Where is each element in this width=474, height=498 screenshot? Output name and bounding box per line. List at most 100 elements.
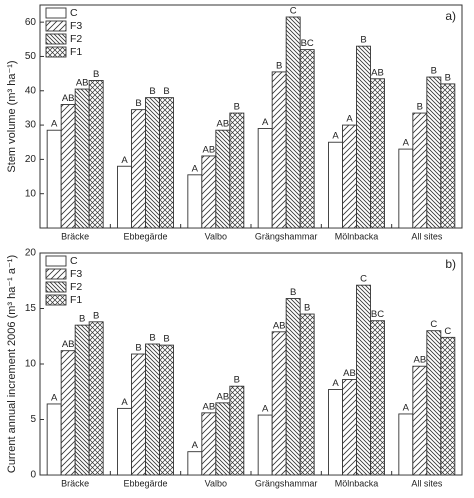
y-tick-label: 15 — [25, 303, 37, 314]
bar-letter: A — [262, 117, 269, 128]
bar — [88, 321, 104, 476]
bar — [46, 129, 62, 229]
bar — [187, 451, 203, 476]
y-tick-label: 10 — [25, 359, 37, 370]
legend-swatch — [45, 20, 67, 32]
x-tick-label: All sites — [411, 231, 443, 241]
bar — [356, 284, 371, 476]
bar — [328, 141, 343, 229]
bar-letter: A — [262, 404, 269, 415]
bar — [229, 112, 245, 229]
panel-label: b) — [445, 257, 456, 271]
y-tick-label: 5 — [30, 414, 36, 425]
bar-letter: AB — [76, 78, 89, 89]
bar — [215, 129, 231, 229]
legend-label: C — [70, 255, 78, 267]
bar-letter: B — [431, 66, 437, 77]
bar-letter: A — [192, 163, 199, 174]
bar-letter: C — [290, 6, 297, 17]
legend-swatch — [45, 33, 67, 45]
y-tick-label: 20 — [25, 248, 37, 259]
bar — [131, 109, 146, 229]
bar — [370, 78, 385, 229]
y-tick-label: 30 — [25, 120, 37, 131]
bar-letter: B — [234, 102, 240, 113]
bar — [145, 97, 160, 229]
x-tick-label: Mölnbacka — [335, 231, 379, 241]
bar-letter: A — [121, 155, 128, 166]
y-tick-label: 40 — [25, 85, 37, 96]
x-tick-label: Bräcke — [61, 478, 89, 488]
bar — [159, 97, 174, 229]
x-tick-label: Valbo — [205, 478, 227, 488]
bar-letter: C — [430, 319, 437, 330]
bar — [271, 331, 287, 476]
bar-letter: A — [51, 392, 58, 403]
bar-letter: AB — [62, 93, 75, 104]
bar — [426, 76, 442, 229]
bar — [440, 83, 456, 229]
bar-letter: A — [403, 402, 410, 413]
bar — [440, 336, 456, 476]
bar-letter: A — [332, 131, 339, 142]
y-tick-label: 0 — [30, 470, 36, 481]
y-tick-label: 10 — [25, 188, 37, 199]
bar — [328, 389, 343, 476]
bar-letter: B — [304, 303, 310, 314]
bar — [201, 412, 217, 476]
legend-label: F3 — [70, 20, 82, 32]
bar — [412, 112, 428, 229]
bar-letter: A — [403, 138, 410, 149]
bar — [117, 407, 132, 476]
y-tick-label: 50 — [25, 51, 37, 62]
bar — [60, 104, 76, 229]
bar-letter: C — [444, 326, 451, 337]
bar — [299, 49, 315, 229]
bar — [299, 313, 315, 476]
bar-letter: AB — [273, 320, 286, 331]
y-axis-label: Stem volume (m³ ha⁻¹) — [6, 60, 18, 172]
bar — [215, 402, 231, 476]
bar-letter: A — [121, 397, 128, 408]
bar-letter: AB — [62, 339, 75, 350]
bar-letter: B — [445, 72, 451, 83]
bar-letter: A — [332, 378, 339, 389]
bar-letter: AB — [216, 391, 229, 402]
bar-letter: B — [276, 60, 282, 71]
bar — [187, 174, 203, 229]
legend-label: F2 — [70, 33, 82, 45]
bar — [342, 124, 357, 229]
bar — [201, 155, 217, 229]
bar-letter: A — [51, 119, 58, 130]
bar-letter: B — [79, 314, 85, 325]
bar — [145, 343, 160, 476]
bar-letter: B — [234, 375, 240, 386]
bar-letter: A — [346, 114, 353, 125]
bar-letter: AB — [343, 368, 356, 379]
bar — [257, 414, 273, 476]
bar-letter: B — [360, 35, 366, 46]
bar — [356, 45, 371, 229]
bar — [229, 385, 245, 476]
bar — [398, 148, 414, 229]
bar-letter: B — [93, 310, 99, 321]
bar-letter: C — [360, 274, 367, 285]
bar — [117, 165, 132, 229]
legend-swatch — [45, 46, 67, 58]
panel-label: a) — [445, 9, 456, 23]
bar — [285, 298, 301, 476]
x-tick-label: All sites — [411, 478, 443, 488]
bar-letter: BC — [301, 38, 314, 49]
bar-letter: B — [135, 98, 141, 109]
bar-letter: B — [149, 333, 155, 344]
bar — [398, 413, 414, 476]
bar-letter: AB — [216, 119, 229, 130]
bar — [370, 320, 385, 476]
bar-letter: B — [290, 287, 296, 298]
legend-label: F1 — [70, 294, 82, 306]
y-axis-label: Current annual increment 2006 (m³ ha⁻¹ a… — [6, 255, 18, 473]
x-tick-label: Ebbegärde — [123, 478, 167, 488]
bar — [285, 16, 301, 229]
bar — [412, 365, 428, 476]
